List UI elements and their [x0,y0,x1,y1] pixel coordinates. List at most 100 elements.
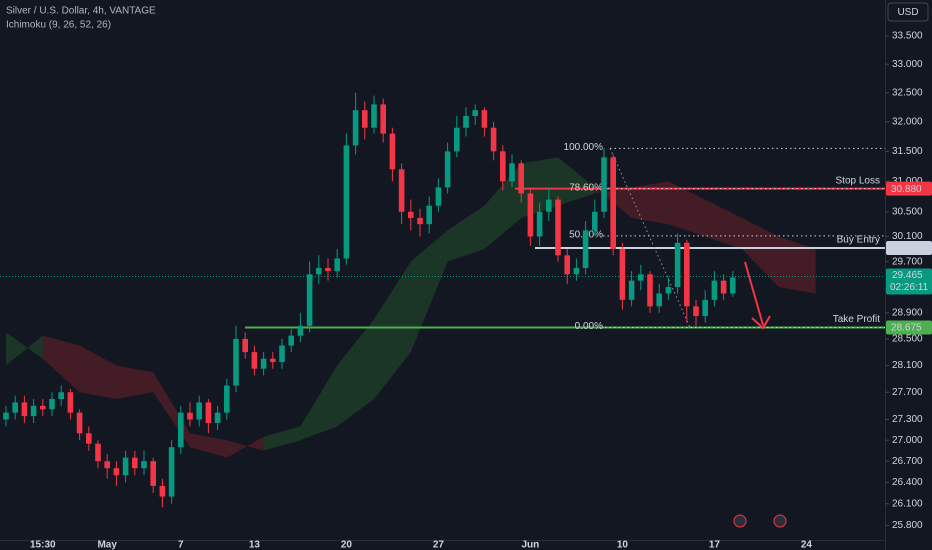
candle-body [573,267,580,275]
price-line-label: Take Profit [833,314,880,325]
candle-body [159,485,166,497]
candle-body [334,258,340,272]
candle-body [417,217,423,225]
candle-body [546,199,552,212]
y-tick-label: 31.000 [892,176,923,187]
ichimoku-cloud [300,365,338,441]
price-line-box [886,181,932,196]
projection-arrow-head [751,315,771,330]
candle-body [536,211,543,237]
candle-body [693,306,699,317]
candle-body [205,402,212,423]
candle-body [113,468,120,476]
candle-body [481,110,488,128]
ichimoku-cloud [558,157,595,206]
ichimoku-cloud [631,181,669,225]
candle-body [389,133,396,170]
last-price-value: 29.465 [892,270,923,281]
y-tick-label: 28.500 [892,334,923,345]
candle-body [214,412,221,423]
candle-body [104,461,110,469]
candle-body [242,338,248,353]
candle-body [76,412,83,434]
fib-trendline [609,148,691,328]
candle-body [316,267,322,275]
candle-body [168,447,175,497]
candle-body [444,151,451,188]
candle-body [619,249,626,300]
candle-body [638,274,644,281]
event-icons [733,514,787,528]
price-line-box [886,320,932,335]
candle-body [251,352,258,369]
x-tick-label: 24 [801,540,813,550]
candle-body [527,193,534,237]
x-tick-label: May [97,540,117,550]
candle-body [500,151,506,182]
fib-label: 100.00% [564,142,604,153]
candle-body [518,163,524,194]
candle-body [398,169,405,212]
price-line-label: Buy Entry [837,235,880,246]
y-tick-label: 32.500 [892,87,923,98]
price-line-value: 29.916 [891,243,922,254]
currency-button[interactable] [887,2,929,22]
candle-body [711,280,718,300]
fib-label: 0.00% [575,321,603,332]
x-tick-label: 15:30 [30,540,56,550]
y-tick-label: 28.100 [892,360,923,371]
candle-body [132,457,138,469]
candle-body [435,187,442,206]
candle-body [656,293,662,307]
candle-body [297,325,304,336]
candle-body [610,157,616,250]
y-tick-label: 29.700 [892,256,923,267]
ichimoku-cloud [116,365,154,400]
ichimoku-cloud [6,332,43,366]
candle-body [288,335,294,346]
candle-body [187,412,193,420]
candle-body [601,157,607,212]
x-tick-label: 13 [249,540,261,550]
candle-body [224,385,230,413]
event-icon[interactable] [733,514,747,528]
x-tick-label: 10 [617,540,629,550]
candle-body [260,358,267,369]
indicator-label: Ichimoku (9, 26, 52, 26) [6,20,111,31]
candle-body [196,402,202,420]
fib-label: 78.60% [569,182,603,193]
candle-body [49,399,55,410]
ichimoku-cloud [226,436,264,458]
x-tick-label: 17 [709,540,721,550]
y-tick-label: 31.500 [892,146,923,157]
candle-body [509,163,515,182]
candle-body [674,242,681,288]
candle-body [380,104,386,134]
candle-body [306,274,313,326]
candle-body [362,110,368,128]
ichimoku-cloud [263,426,301,451]
candle-body [343,145,350,259]
price-line-label: Stop Loss [836,175,880,186]
ichimoku-cloud [742,217,779,288]
candle-body [647,274,653,307]
ichimoku-cloud [778,236,816,294]
candle-body [21,402,28,417]
candle-body [564,255,570,275]
ichimoku-cloud [705,199,742,250]
candle-body [426,205,432,225]
ichimoku-cloud [190,433,227,458]
currency-label[interactable]: USD [897,7,918,18]
candle-body [454,127,460,152]
event-icon[interactable] [773,514,787,528]
candle-body [270,358,276,363]
ichimoku-cloud [668,181,706,237]
candle-body [490,127,497,152]
price-line-value: 28.675 [891,323,922,334]
candle-body [555,199,561,256]
y-tick-label: 33.500 [892,31,923,42]
candle-body [628,280,635,300]
candle-body [67,392,74,413]
